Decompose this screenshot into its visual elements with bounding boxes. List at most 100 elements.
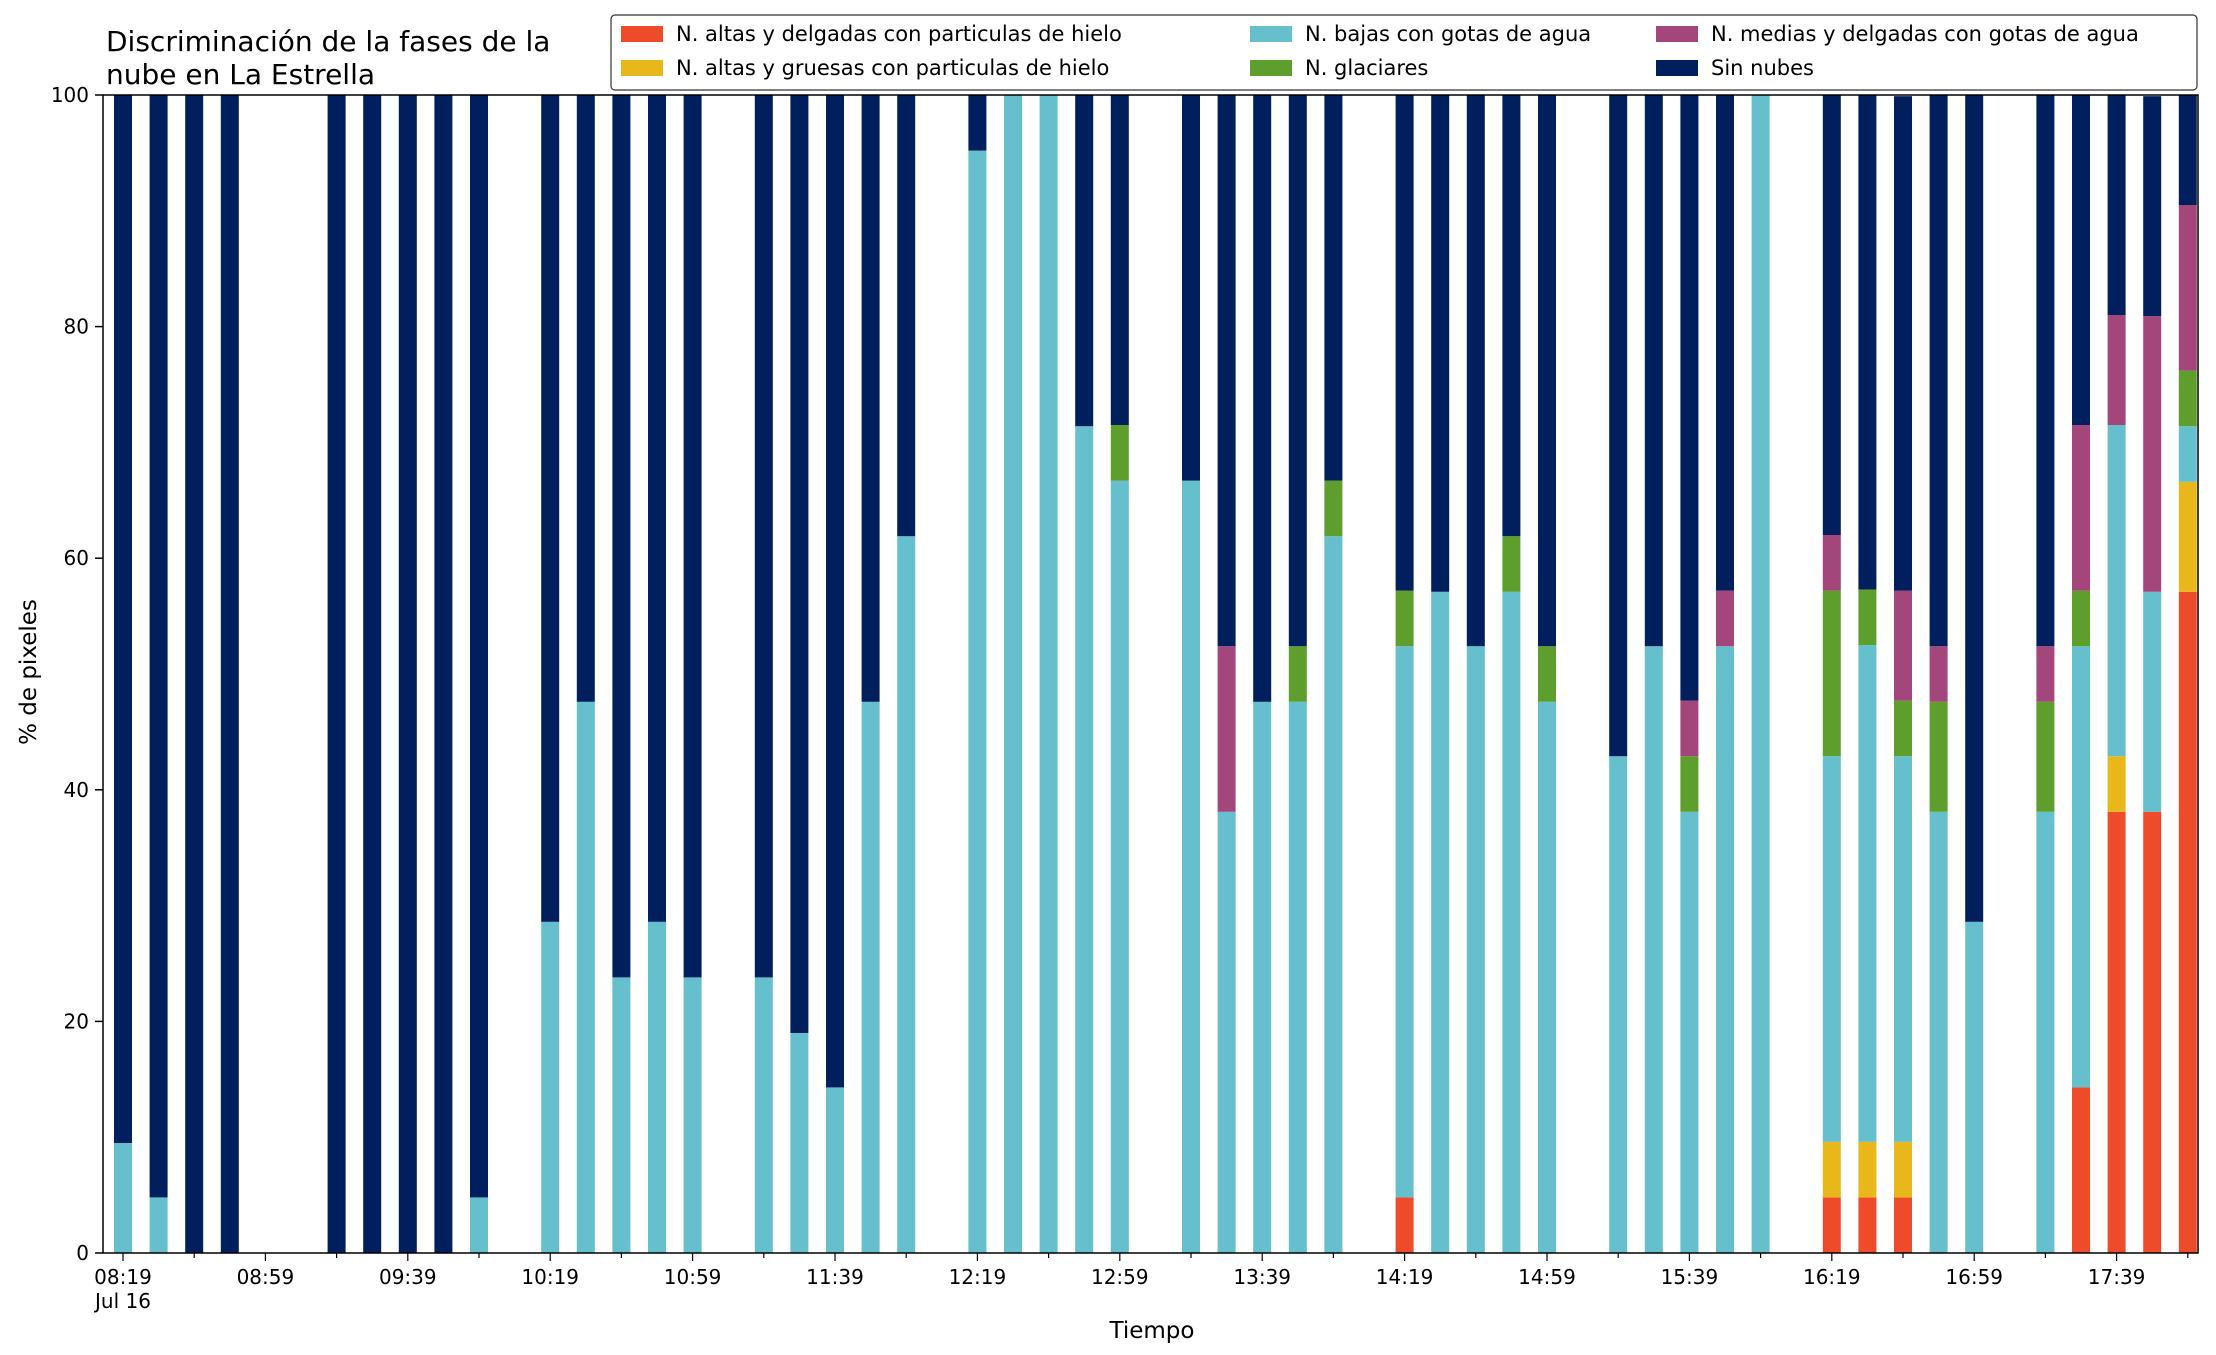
bar-segment-s5-44 bbox=[1680, 95, 1699, 701]
bar-segment-s2-42 bbox=[1609, 756, 1628, 1253]
legend-frame bbox=[610, 14, 2198, 91]
bar-segment-s2-38 bbox=[1466, 646, 1485, 1253]
bar-segment-s2-37 bbox=[1431, 591, 1450, 1253]
bar-segment-s2-36 bbox=[1395, 646, 1414, 1198]
x-tick-label-16: 10:59 bbox=[664, 1265, 722, 1289]
bar-segment-s4-54 bbox=[2036, 646, 2055, 702]
bar-segment-s5-14 bbox=[612, 95, 631, 978]
x-tick-label-36: 14:19 bbox=[1376, 1265, 1434, 1289]
bar-segment-s5-39 bbox=[1502, 95, 1521, 537]
bar-segment-s5-33 bbox=[1288, 95, 1307, 647]
bar-segment-s2-12 bbox=[541, 921, 560, 1253]
bar-segment-s3-40 bbox=[1538, 646, 1556, 702]
bar-segment-s5-55 bbox=[2072, 95, 2090, 426]
bar-segment-s5-57 bbox=[2143, 96, 2162, 317]
legend-swatch-1 bbox=[621, 60, 663, 76]
bar-segment-s5-13 bbox=[576, 95, 595, 702]
bar-segment-s3-50 bbox=[1894, 700, 1912, 757]
y-tick-label-80: 80 bbox=[64, 315, 89, 339]
bar-segment-s2-27 bbox=[1075, 426, 1094, 1253]
bar-segment-s5-19 bbox=[790, 95, 809, 1033]
x-tick-sublabel-0: Jul 16 bbox=[93, 1289, 151, 1313]
bar-segment-s3-58 bbox=[2178, 370, 2197, 427]
bar-segment-s2-19 bbox=[790, 1032, 809, 1253]
bar-segment-s3-34 bbox=[1324, 480, 1343, 537]
bar-segment-s3-44 bbox=[1680, 756, 1699, 812]
bar-segment-s2-22 bbox=[897, 536, 916, 1253]
bar-segment-s2-48 bbox=[1822, 756, 1841, 1142]
bar-segment-s1-58 bbox=[2178, 481, 2197, 592]
bar-segment-s2-10 bbox=[470, 1197, 488, 1253]
bar-segment-s2-34 bbox=[1324, 536, 1343, 1253]
bar-segment-s4-56 bbox=[2107, 315, 2126, 426]
bar-segment-s5-21 bbox=[861, 95, 880, 702]
legend-swatch-4 bbox=[1656, 26, 1698, 42]
bar-segment-s5-49 bbox=[1858, 95, 1877, 590]
plot-frame bbox=[102, 94, 2199, 1254]
bar-segment-s5-10 bbox=[470, 95, 488, 1198]
x-tick-label-44: 15:39 bbox=[1661, 1265, 1719, 1289]
bar-segment-s3-33 bbox=[1288, 646, 1307, 702]
bar-segment-s1-49 bbox=[1858, 1141, 1877, 1198]
bar-segment-s5-48 bbox=[1822, 95, 1841, 536]
bar-segment-s5-24 bbox=[968, 95, 987, 151]
x-tick-label-28: 12:59 bbox=[1091, 1265, 1149, 1289]
bar-segment-s5-38 bbox=[1466, 95, 1485, 647]
legend-label-5: Sin nubes bbox=[1711, 56, 1814, 80]
bar-segment-s5-18 bbox=[754, 95, 773, 978]
bar-segment-s4-57 bbox=[2143, 316, 2162, 592]
x-tick-label-20: 11:39 bbox=[806, 1265, 864, 1289]
bar-segment-s1-56 bbox=[2107, 756, 2126, 812]
x-tick-label-24: 12:19 bbox=[949, 1265, 1007, 1289]
bar-segment-s2-25 bbox=[1004, 95, 1022, 1253]
bar-segment-s5-51 bbox=[1929, 95, 1948, 647]
bar-segment-s5-36 bbox=[1395, 95, 1414, 591]
bar-segment-s0-49 bbox=[1858, 1197, 1877, 1253]
bar-segment-s2-45 bbox=[1716, 646, 1734, 1253]
y-tick-label-40: 40 bbox=[64, 778, 89, 802]
bar-segment-s5-8 bbox=[398, 95, 417, 1253]
bar-segment-s2-33 bbox=[1288, 701, 1307, 1253]
bar-segment-s5-9 bbox=[434, 95, 453, 1253]
bar-segment-s5-43 bbox=[1644, 95, 1663, 647]
chart-title-line-1: Discriminación de la fases de la bbox=[106, 25, 550, 58]
bar-segment-s3-54 bbox=[2036, 701, 2055, 812]
bar-segment-s2-50 bbox=[1894, 756, 1912, 1142]
bar-segment-s5-45 bbox=[1716, 95, 1734, 591]
bar-segment-s5-42 bbox=[1609, 95, 1628, 757]
bar-segment-s2-46 bbox=[1751, 95, 1770, 1253]
bar-segment-s5-20 bbox=[826, 95, 844, 1088]
bar-segment-s3-48 bbox=[1822, 590, 1841, 757]
legend-label-0: N. altas y delgadas con particulas de hi… bbox=[676, 22, 1122, 46]
bar-segment-s2-20 bbox=[826, 1087, 844, 1253]
chart-title-line-2: nube en La Estrella bbox=[106, 58, 375, 91]
bar-segment-s5-6 bbox=[327, 95, 346, 1253]
legend-label-4: N. medias y delgadas con gotas de agua bbox=[1711, 22, 2139, 46]
bar-segment-s0-56 bbox=[2107, 811, 2126, 1253]
bar-segment-s1-50 bbox=[1894, 1141, 1912, 1198]
bar-segment-s2-18 bbox=[754, 977, 773, 1253]
bar-segment-s4-55 bbox=[2072, 425, 2090, 591]
bar-segment-s5-34 bbox=[1324, 95, 1343, 481]
bar-segment-s2-15 bbox=[648, 921, 666, 1253]
bar-segment-s2-54 bbox=[2036, 811, 2055, 1253]
y-tick-label-0: 0 bbox=[76, 1241, 89, 1265]
bar-segment-s5-2 bbox=[185, 95, 204, 1253]
y-tick-label-20: 20 bbox=[64, 1009, 89, 1033]
bar-segment-s0-36 bbox=[1395, 1197, 1414, 1253]
bar-segment-s2-0 bbox=[114, 1142, 132, 1253]
bar-segment-s4-58 bbox=[2178, 205, 2197, 371]
bar-segment-s5-32 bbox=[1253, 95, 1272, 702]
bar-segment-s2-57 bbox=[2143, 591, 2162, 812]
bar-segment-s5-0 bbox=[114, 95, 132, 1143]
legend-swatch-5 bbox=[1656, 60, 1698, 76]
bar-segment-s5-22 bbox=[897, 95, 916, 537]
bar-segment-s2-32 bbox=[1253, 701, 1272, 1253]
bar-segment-s0-58 bbox=[2178, 591, 2197, 1253]
bar-segment-s2-26 bbox=[1039, 95, 1058, 1253]
bar-segment-s5-1 bbox=[149, 95, 168, 1198]
bar-segment-s2-39 bbox=[1502, 591, 1521, 1253]
legend-swatch-2 bbox=[1250, 26, 1292, 42]
